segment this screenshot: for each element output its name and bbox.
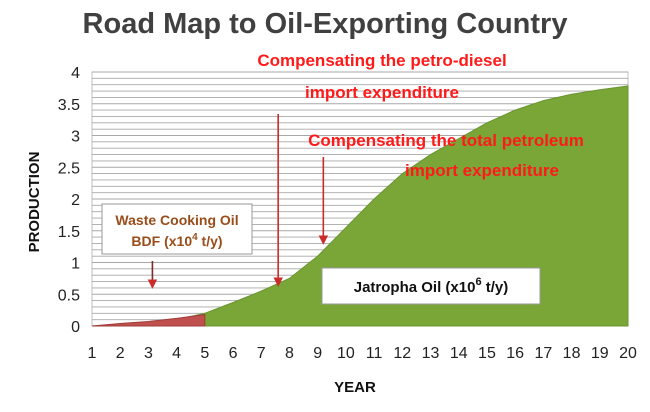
jatropha-oil-box	[321, 267, 541, 305]
chart-title: Road Map to Oil-Exporting Country	[83, 8, 568, 40]
x-tick-labels: 1 2 3 4 5 6 7 8 9 10 11 12 13 14 15 16 17 18 19 20	[88, 345, 637, 362]
y-tick-label: 2	[71, 192, 80, 209]
y-axis-label: PRODUCTION	[26, 152, 43, 253]
x-tick-label: 3	[144, 345, 153, 362]
waste-box-line1: Waste Cooking Oil	[115, 212, 238, 228]
series-layer	[91, 85, 629, 327]
x-tick-label: 14	[450, 345, 468, 362]
x-tick-label: 15	[478, 345, 496, 362]
waste-cooking-oil-box	[101, 203, 253, 255]
y-tick-label: 1	[71, 256, 80, 273]
x-tick-label: 6	[229, 345, 238, 362]
x-tick-label: 19	[591, 345, 609, 362]
series-area-waste-cooking-oil	[91, 313, 206, 327]
y-tick-label: 2.5	[58, 160, 80, 177]
y-tick-label: 4	[71, 65, 80, 82]
x-tick-label: 11	[366, 345, 383, 362]
x-tick-label: 20	[619, 345, 637, 362]
y-tick-label: 0.5	[58, 287, 80, 304]
waste-box-line2: BDF (x104 t/y)	[131, 232, 222, 249]
annotation-petro-diesel-line2: import expenditure	[305, 83, 459, 102]
x-tick-label: 17	[534, 345, 552, 362]
y-tick-labels: 0 0.5 1 1.5 2 2.5 3 3.5 4	[58, 65, 80, 336]
x-tick-label: 4	[172, 345, 181, 362]
annotation-total-petroleum-line1: Compensating the total petroleum	[308, 131, 584, 150]
x-tick-label: 7	[257, 345, 266, 362]
x-axis-label: YEAR	[334, 379, 376, 396]
jatropha-box-label: Jatropha Oil (x106 t/y)	[354, 276, 509, 296]
x-tick-label: 9	[313, 345, 322, 362]
x-tick-label: 5	[200, 345, 209, 362]
x-tick-label: 12	[393, 345, 411, 362]
x-tick-label: 2	[116, 345, 125, 362]
annotation-total-petroleum-line2: import expenditure	[405, 161, 559, 180]
y-tick-label: 1.5	[58, 224, 80, 241]
x-tick-label: 13	[422, 345, 440, 362]
x-tick-label: 8	[285, 345, 294, 362]
x-tick-label: 18	[563, 345, 581, 362]
y-tick-label: 3	[71, 129, 80, 146]
annotation-petro-diesel-line1: Compensating the petro-diesel	[257, 51, 506, 70]
x-tick-label: 10	[337, 345, 355, 362]
x-tick-label: 16	[506, 345, 524, 362]
y-tick-label: 3.5	[58, 97, 80, 114]
y-tick-label: 0	[71, 319, 80, 336]
x-tick-label: 1	[88, 345, 97, 362]
